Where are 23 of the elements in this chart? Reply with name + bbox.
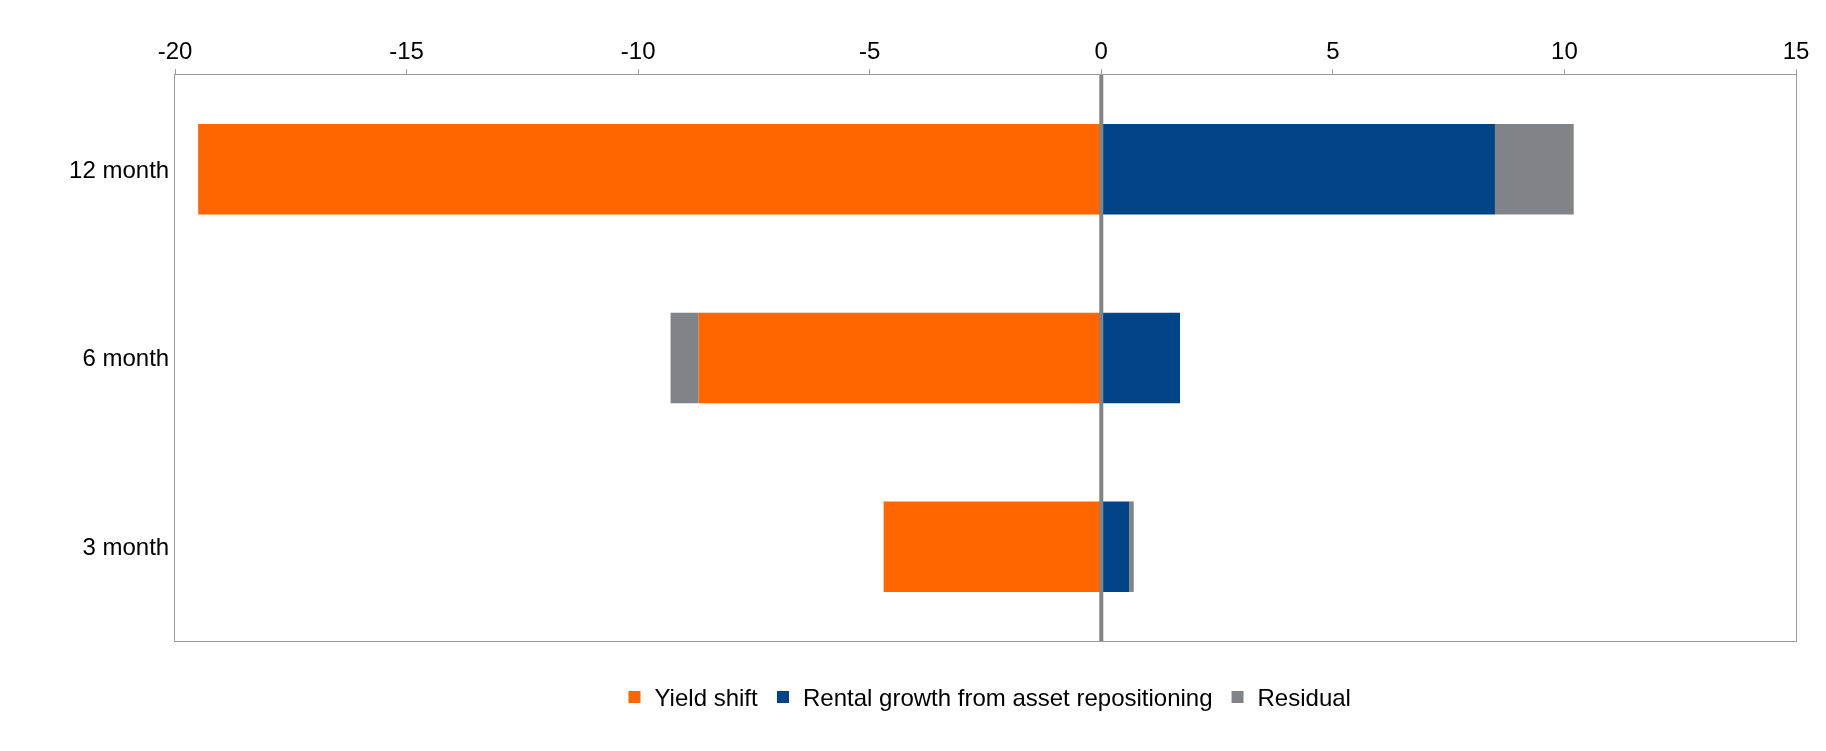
bar bbox=[1129, 501, 1134, 592]
bar bbox=[1494, 124, 1574, 215]
bar bbox=[698, 312, 1102, 404]
bar bbox=[1101, 312, 1181, 404]
y-tick-label: 12 month bbox=[69, 155, 170, 183]
x-tick-label: -20 bbox=[157, 37, 193, 65]
y-tick-label: 3 month bbox=[82, 533, 170, 561]
x-tick-label: 5 bbox=[1326, 37, 1340, 65]
bar bbox=[670, 312, 699, 404]
x-tick-label: -10 bbox=[620, 37, 656, 65]
bar bbox=[198, 124, 1102, 215]
legend-label: Residual bbox=[1257, 684, 1351, 712]
x-tick-label: 15 bbox=[1782, 37, 1810, 65]
x-tick-label: 10 bbox=[1551, 37, 1578, 65]
x-tick-label: -5 bbox=[859, 37, 881, 65]
legend-label: Yield shift bbox=[654, 684, 758, 712]
bar bbox=[1101, 501, 1130, 592]
x-tick-label: 0 bbox=[1094, 37, 1108, 65]
legend-label: Rental growth from asset repositioning bbox=[802, 684, 1213, 712]
y-tick-label: 6 month bbox=[82, 344, 170, 372]
x-tick-label: -15 bbox=[389, 37, 424, 65]
bar bbox=[1101, 124, 1495, 215]
bar bbox=[883, 501, 1102, 592]
